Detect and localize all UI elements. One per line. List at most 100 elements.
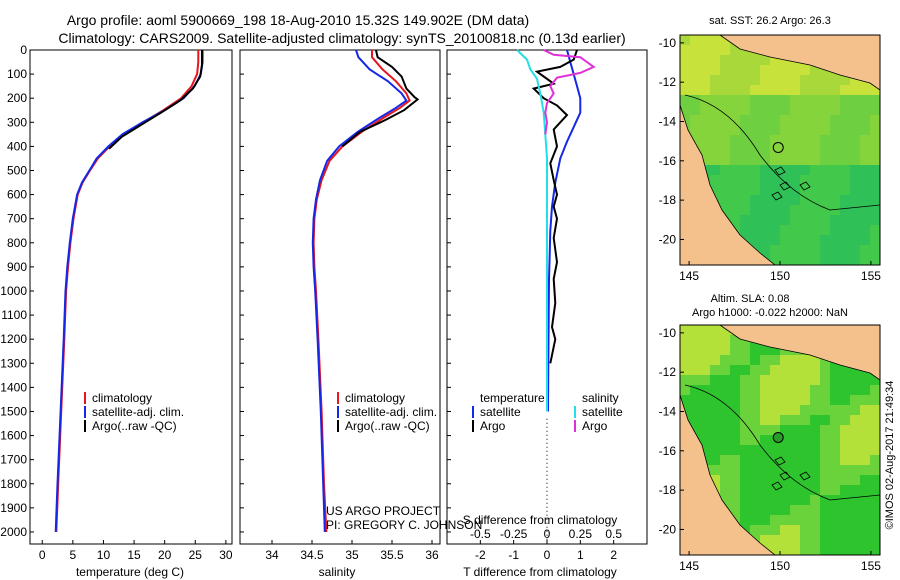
map-cell (800, 135, 810, 145)
map-cell (770, 405, 780, 415)
map-cell (800, 115, 810, 125)
map-cell (790, 175, 800, 185)
map-cell (870, 485, 880, 495)
map-cell (710, 45, 720, 55)
map-cell (810, 445, 820, 455)
map-cell (820, 475, 830, 485)
map-cell (780, 425, 790, 435)
map-cell (870, 245, 880, 255)
x-tick-label: 15 (127, 548, 141, 562)
map-cell (710, 375, 720, 385)
map-cell (850, 495, 860, 505)
reef-outline (779, 181, 791, 191)
map-cell (850, 455, 860, 465)
map-cell (750, 355, 760, 365)
map-cell (730, 485, 740, 495)
map-cell (860, 225, 870, 235)
map-cell (720, 365, 730, 375)
map-cell (860, 235, 870, 245)
legend-label-s-argo: Argo (582, 419, 608, 433)
legend-label-argo: Argo(..raw -QC) (92, 419, 177, 433)
map-cell (740, 55, 750, 65)
map-cell (750, 155, 760, 165)
map-cell (700, 335, 710, 345)
map-cell (830, 235, 840, 245)
map-cell (820, 185, 830, 195)
map-cell (770, 365, 780, 375)
map-cell (820, 405, 830, 415)
map-cell (780, 405, 790, 415)
map-cell (860, 395, 870, 405)
map-cell (820, 425, 830, 435)
salinity-panel (239, 49, 441, 545)
map-cell (870, 465, 880, 475)
map-cell (850, 85, 860, 95)
map-cell (680, 35, 690, 45)
map-cell (800, 215, 810, 225)
map-cell (730, 425, 740, 435)
map-cell (730, 185, 740, 195)
map-cell (870, 455, 880, 465)
map-cell (870, 415, 880, 425)
map-cell (860, 505, 870, 515)
map-cell (710, 465, 720, 475)
map-cell (870, 525, 880, 535)
map-cell (710, 75, 720, 85)
map-cell (810, 185, 820, 195)
x-tick-label-s: -0.25 (500, 527, 528, 541)
series-line-satellite-adj-clim- (311, 49, 408, 533)
map-cell (700, 55, 710, 65)
map-cell (780, 455, 790, 465)
map-cell (710, 55, 720, 65)
map-cell (870, 445, 880, 455)
map-cell (820, 455, 830, 465)
map-cell (720, 495, 730, 505)
reef-outline (799, 471, 811, 481)
map-cell (740, 105, 750, 115)
depth-tick-label: 0 (20, 43, 27, 57)
reef-outline (774, 166, 786, 176)
map-cell (720, 185, 730, 195)
map-cell (700, 435, 710, 445)
map-cell (860, 525, 870, 535)
map-cell (820, 465, 830, 475)
map-cell (690, 355, 700, 365)
x-tick-label: 5 (70, 548, 77, 562)
map-cell (770, 465, 780, 475)
map-cell (860, 165, 870, 175)
sla-map-axes: 145 150 155 -10 -12 -14 -16 -18 -20 (659, 326, 882, 573)
map-cell (840, 75, 850, 85)
map-cell (770, 475, 780, 485)
depth-tick-label: 1900 (0, 501, 27, 515)
map-cell (800, 95, 810, 105)
map-cell (820, 485, 830, 495)
map-cell (830, 365, 840, 375)
map-cell (850, 425, 860, 435)
map-cell (800, 455, 810, 465)
map-cell (820, 375, 830, 385)
map-cell (790, 475, 800, 485)
map-cell (860, 535, 870, 545)
map-cell (810, 85, 820, 95)
map-cell (830, 545, 840, 555)
map-cell (830, 135, 840, 145)
map-cell (740, 365, 750, 375)
map-cell (840, 495, 850, 505)
map-cell (680, 335, 690, 345)
map-cell (810, 155, 820, 165)
temperature-panel (29, 49, 233, 545)
map-cell (800, 255, 810, 265)
map-cell (830, 125, 840, 135)
map-cell (750, 505, 760, 515)
map-x-tick-label: 150 (770, 269, 790, 283)
x-tick-label-s: 0.5 (605, 527, 622, 541)
project-annotation: US ARGO PROJECT (326, 504, 441, 518)
map-cell (810, 75, 820, 85)
map-cell (720, 385, 730, 395)
map-cell (720, 395, 730, 405)
map-cell (700, 135, 710, 145)
map-cell (690, 425, 700, 435)
map-cell (870, 405, 880, 415)
map-cell (860, 405, 870, 415)
map-cell (850, 485, 860, 495)
